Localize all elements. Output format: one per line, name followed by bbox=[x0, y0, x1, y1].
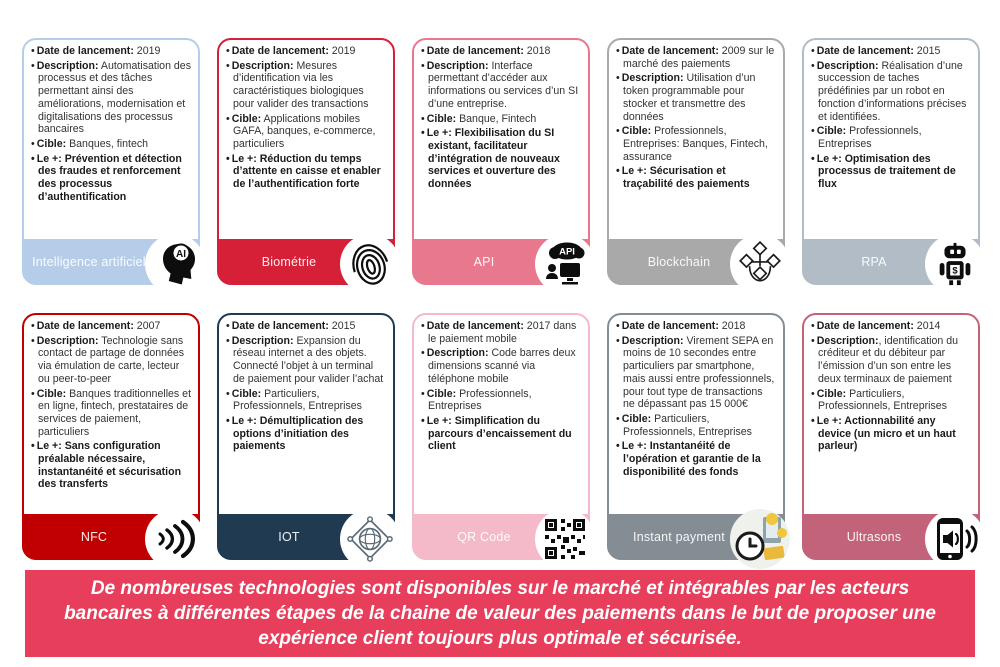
card-body: Date de lancement: 2015 Description: Réa… bbox=[804, 40, 978, 191]
card-bullet: Cible: Particuliers, Professionnels, Ent… bbox=[616, 413, 776, 438]
card-bullet: Cible: Professionnels, Entreprises: Banq… bbox=[616, 125, 776, 163]
card-body: Date de lancement: 2015 Description: Exp… bbox=[219, 315, 393, 453]
card-body: Date de lancement: 2014 Description:, id… bbox=[804, 315, 978, 453]
card-bullet: Cible: Professionnels, Entreprises bbox=[811, 125, 971, 150]
tech-card-ultrasons: Date de lancement: 2014 Description:, id… bbox=[802, 313, 985, 569]
card-title: IOT bbox=[278, 529, 300, 544]
card-body: Date de lancement: 2018 Description: Int… bbox=[414, 40, 588, 191]
svg-text:$: $ bbox=[952, 266, 958, 277]
card-title: API bbox=[473, 254, 495, 269]
card-bullet: Date de lancement: 2017 dans le paiement… bbox=[421, 320, 581, 345]
card-title: Blockchain bbox=[647, 254, 711, 269]
card-title: Biométrie bbox=[261, 254, 317, 269]
card-body: Date de lancement: 2017 dans le paiement… bbox=[414, 315, 588, 453]
card-bullet: Description: Virement SEPA en moins de 1… bbox=[616, 335, 776, 411]
card-bullet: Date de lancement: 2019 bbox=[226, 45, 386, 58]
card-bullet: Description: Expansion du réseau interne… bbox=[226, 335, 386, 386]
tech-card-nfc: Date de lancement: 2007 Description: Tec… bbox=[22, 313, 205, 569]
tech-card-instant-payment: Date de lancement: 2018 Description: Vir… bbox=[607, 313, 790, 569]
card-bullet: Date de lancement: 2014 bbox=[811, 320, 971, 333]
api-cloud-icon: API bbox=[535, 234, 595, 294]
tech-card-qr-code: Date de lancement: 2017 dans le paiement… bbox=[412, 313, 595, 569]
card-bullet: Cible: Banques traditionnelles et en lig… bbox=[31, 388, 191, 439]
card-bullet: Date de lancement: 2009 sur le marché de… bbox=[616, 45, 776, 70]
card-body: Date de lancement: 2019 Description: Aut… bbox=[24, 40, 198, 203]
blockchain-cubes-icon bbox=[730, 234, 790, 294]
summary-banner: De nombreuses technologies sont disponib… bbox=[25, 570, 975, 657]
phone-speaker-icon bbox=[925, 509, 985, 569]
summary-banner-text: De nombreuses technologies sont disponib… bbox=[64, 577, 936, 650]
tech-card-api: Date de lancement: 2018 Description: Int… bbox=[412, 38, 595, 294]
card-title: RPA bbox=[861, 254, 887, 269]
card-body: Date de lancement: 2019 Description: Mes… bbox=[219, 40, 393, 191]
card-bullet: Description: Utilisation d’un token prog… bbox=[616, 72, 776, 123]
iot-globe-icon bbox=[340, 509, 400, 569]
card-bullet: Cible: Professionnels, Entreprises bbox=[421, 388, 581, 413]
tech-card-iot: Date de lancement: 2015 Description: Exp… bbox=[217, 313, 400, 569]
card-bullet: Description: Interface permettant d’accé… bbox=[421, 60, 581, 111]
card-body: Date de lancement: 2009 sur le marché de… bbox=[609, 40, 783, 191]
card-bullet: Description: Mesures d’identification vi… bbox=[226, 60, 386, 111]
svg-text:AI: AI bbox=[176, 249, 186, 260]
card-bullet: Le +: Sans configuration préalable néces… bbox=[31, 440, 191, 491]
card-bullet: Le +: Optimisation des processus de trai… bbox=[811, 153, 971, 191]
tech-card-biometrie: Date de lancement: 2019 Description: Mes… bbox=[217, 38, 400, 294]
card-bullet: Le +: Sécurisation et traçabilité des pa… bbox=[616, 165, 776, 190]
card-title: Instant payment bbox=[633, 529, 725, 544]
card-bullet: Date de lancement: 2007 bbox=[31, 320, 191, 333]
svg-text:API: API bbox=[559, 247, 575, 258]
card-bullet: Le +: Instantanéité de l’opération et ga… bbox=[616, 440, 776, 478]
card-bullet: Date de lancement: 2018 bbox=[421, 45, 581, 58]
technology-cards-grid: Date de lancement: 2019 Description: Aut… bbox=[22, 38, 985, 569]
ai-head-icon: AI bbox=[145, 234, 205, 294]
card-bullet: Le +: Démultiplication des options d’ini… bbox=[226, 415, 386, 453]
card-bullet: Cible: Applications mobiles GAFA, banque… bbox=[226, 113, 386, 151]
card-body: Date de lancement: 2007 Description: Tec… bbox=[24, 315, 198, 491]
card-bullet: Description: Technologie sans contact de… bbox=[31, 335, 191, 386]
fingerprint-icon bbox=[340, 234, 400, 294]
tech-card-rpa: Date de lancement: 2015 Description: Réa… bbox=[802, 38, 985, 294]
card-bullet: Cible: Particuliers, Professionnels, Ent… bbox=[226, 388, 386, 413]
card-bullet: Le +: Simplification du parcours d’encai… bbox=[421, 415, 581, 453]
card-bullet: Le +: Réduction du temps d’attente en ca… bbox=[226, 153, 386, 191]
card-body: Date de lancement: 2018 Description: Vir… bbox=[609, 315, 783, 478]
card-title: Intelligence artificielle bbox=[32, 254, 156, 269]
card-bullet: Description:, identification du créditeu… bbox=[811, 335, 971, 386]
qr-code-icon bbox=[535, 509, 595, 569]
tech-card-intelligence-artificielle: Date de lancement: 2019 Description: Aut… bbox=[22, 38, 205, 294]
card-bullet: Le +: Actionnabilité any device (un micr… bbox=[811, 415, 971, 453]
card-bullet: Cible: Particuliers, Professionnels, Ent… bbox=[811, 388, 971, 413]
card-bullet: Description: Automatisation des processu… bbox=[31, 60, 191, 136]
card-bullet: Le +: Flexibilisation du SI existant, fa… bbox=[421, 127, 581, 191]
clock-coins-icon bbox=[730, 509, 790, 569]
card-bullet: Le +: Prévention et détection des fraude… bbox=[31, 153, 191, 204]
card-bullet: Date de lancement: 2018 bbox=[616, 320, 776, 333]
card-bullet: Date de lancement: 2015 bbox=[811, 45, 971, 58]
card-bullet: Date de lancement: 2019 bbox=[31, 45, 191, 58]
card-bullet: Cible: Banques, fintech bbox=[31, 138, 191, 151]
card-bullet: Description: Réalisation d’une successio… bbox=[811, 60, 971, 124]
card-title: QR Code bbox=[457, 529, 511, 544]
robot-icon: $ bbox=[925, 234, 985, 294]
nfc-waves-icon bbox=[145, 509, 205, 569]
card-bullet: Date de lancement: 2015 bbox=[226, 320, 386, 333]
card-title: NFC bbox=[80, 529, 108, 544]
card-bullet: Cible: Banque, Fintech bbox=[421, 113, 581, 126]
card-title: Ultrasons bbox=[846, 529, 902, 544]
tech-card-blockchain: Date de lancement: 2009 sur le marché de… bbox=[607, 38, 790, 294]
card-bullet: Description: Code barres deux dimensions… bbox=[421, 347, 581, 385]
